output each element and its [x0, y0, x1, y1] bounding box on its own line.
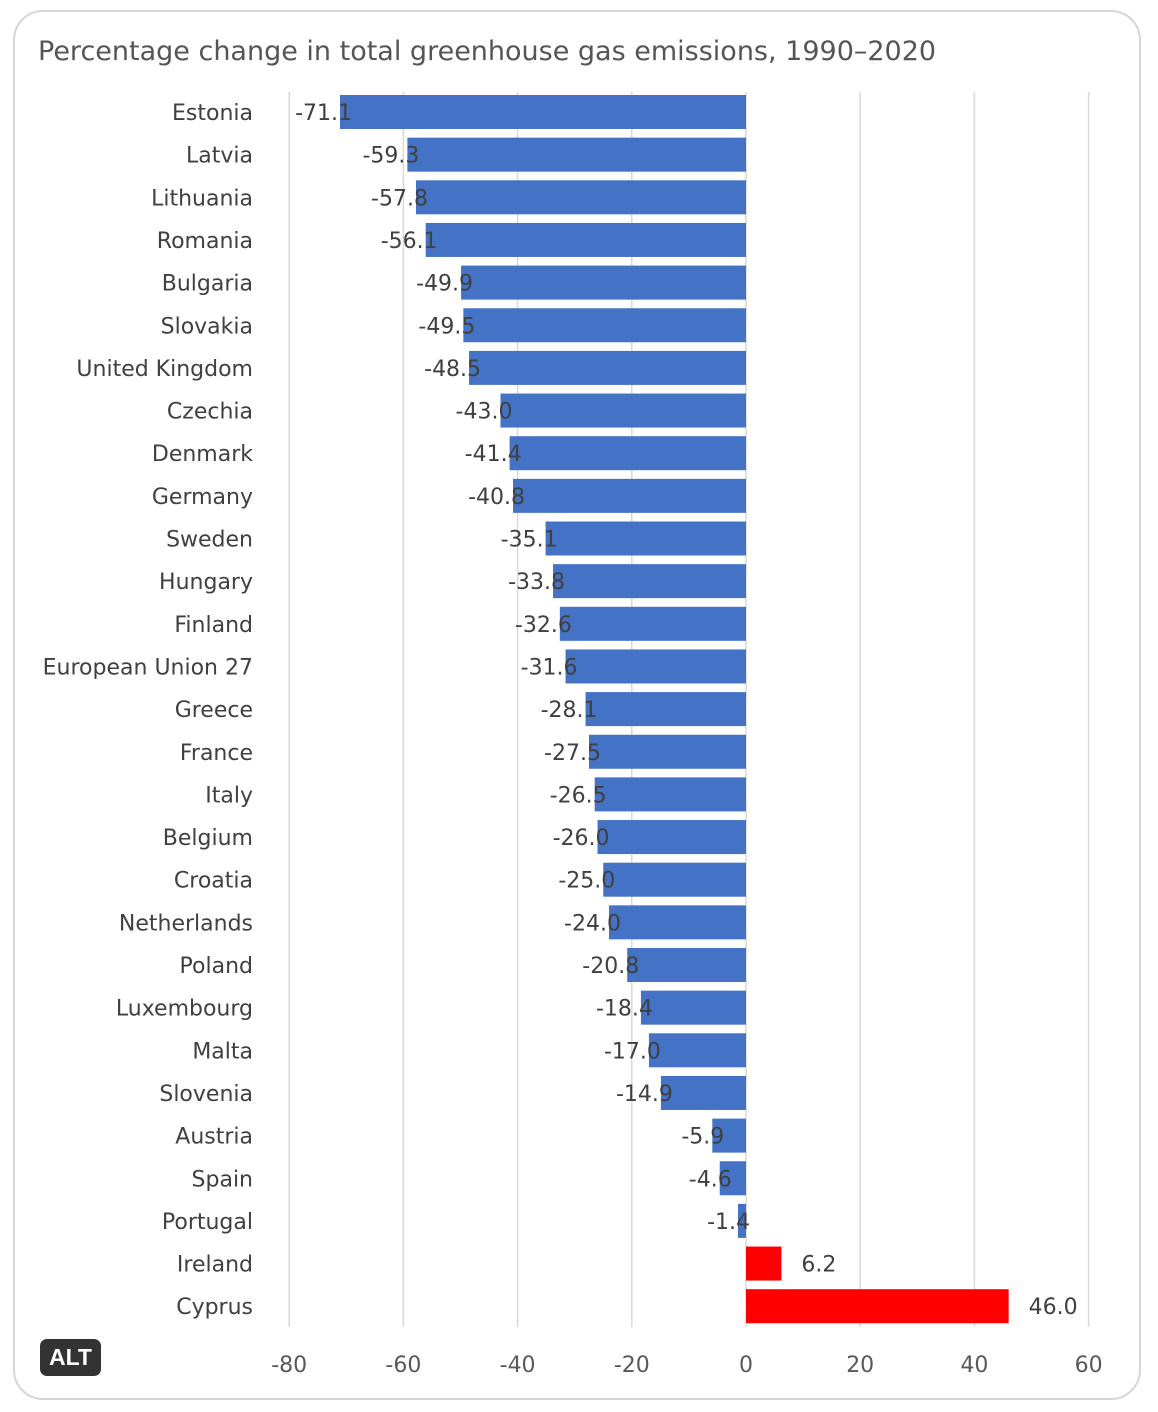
data-label: -56.1	[381, 229, 438, 254]
data-label: -4.6	[689, 1167, 732, 1192]
data-label: -59.3	[362, 144, 419, 169]
bar	[660, 1075, 746, 1110]
data-label: -20.8	[582, 954, 639, 979]
data-label: -49.9	[416, 272, 473, 297]
data-label: -27.5	[544, 741, 601, 766]
alt-text-badge[interactable]: ALT	[40, 1339, 101, 1376]
category-label: Slovenia	[159, 1082, 253, 1107]
category-label: Bulgaria	[162, 272, 253, 297]
data-label: -5.9	[681, 1125, 724, 1150]
data-label: -41.4	[465, 442, 522, 467]
x-tick-label: 40	[960, 1353, 988, 1378]
bar	[461, 265, 746, 300]
data-label: -1.4	[707, 1210, 750, 1235]
category-label: European Union 27	[43, 655, 253, 680]
category-label: United Kingdom	[76, 357, 253, 382]
data-label: -18.4	[596, 997, 653, 1022]
x-tick-label: -40	[500, 1353, 536, 1378]
bar	[719, 1161, 746, 1196]
category-label: Germany	[152, 485, 253, 510]
bar	[463, 308, 746, 343]
data-label: -48.5	[424, 357, 481, 382]
category-label: Slovakia	[161, 314, 253, 339]
category-label: Greece	[175, 698, 253, 723]
bar	[415, 180, 746, 215]
chart-title: Percentage change in total greenhouse ga…	[38, 36, 937, 67]
bar	[648, 1033, 746, 1068]
bar	[553, 564, 746, 599]
data-label: 46.0	[1029, 1295, 1078, 1320]
category-label: Netherlands	[119, 911, 253, 936]
category-label: Italy	[205, 783, 253, 808]
category-label: Estonia	[172, 101, 253, 126]
bar	[340, 95, 746, 129]
data-label: -17.0	[604, 1039, 661, 1064]
bar	[425, 222, 746, 257]
data-label: -49.5	[418, 314, 475, 339]
bar	[585, 692, 746, 727]
bar	[603, 862, 746, 897]
bar	[738, 1203, 746, 1238]
category-label: Czechia	[167, 400, 253, 425]
bar	[500, 393, 746, 428]
category-label: France	[180, 741, 253, 766]
data-label: -31.6	[521, 655, 578, 680]
x-tick-label: 60	[1075, 1353, 1103, 1378]
category-label: Finland	[174, 613, 253, 638]
bar	[513, 478, 746, 513]
bar	[407, 137, 746, 172]
data-label: -57.8	[371, 186, 428, 211]
bar	[746, 1246, 782, 1281]
bar	[608, 905, 746, 940]
bar	[588, 734, 746, 769]
category-label: Romania	[157, 229, 253, 254]
x-tick-label: -20	[614, 1353, 650, 1378]
category-label: Austria	[175, 1125, 253, 1150]
data-label: -26.0	[553, 826, 610, 851]
category-label: Luxembourg	[116, 997, 253, 1022]
bar	[627, 948, 746, 982]
category-label: Latvia	[186, 144, 253, 169]
bar	[559, 606, 746, 641]
category-label: Poland	[180, 954, 253, 979]
data-label: -25.0	[558, 869, 615, 894]
x-tick-label: 20	[846, 1353, 874, 1378]
bar	[565, 649, 746, 684]
x-tick-label: -80	[271, 1353, 307, 1378]
category-label: Belgium	[163, 826, 253, 851]
bar	[545, 521, 746, 556]
bar	[509, 436, 746, 471]
bar	[469, 350, 746, 385]
bar	[597, 820, 746, 855]
data-label: -40.8	[468, 485, 525, 510]
category-label: Hungary	[159, 570, 253, 595]
data-label: -28.1	[541, 698, 598, 723]
category-label: Lithuania	[151, 186, 253, 211]
data-label: 6.2	[801, 1253, 836, 1278]
category-label: Sweden	[166, 528, 253, 553]
category-label: Cyprus	[176, 1295, 253, 1320]
category-label: Croatia	[174, 869, 253, 894]
x-tick-label: -60	[385, 1353, 421, 1378]
category-label: Portugal	[162, 1210, 253, 1235]
bar	[712, 1118, 746, 1153]
category-label: Spain	[192, 1167, 253, 1192]
data-label: -71.1	[295, 101, 352, 126]
x-tick-label: 0	[739, 1353, 753, 1378]
data-label: -24.0	[564, 911, 621, 936]
category-label: Denmark	[152, 442, 253, 467]
data-label: -33.8	[508, 570, 565, 595]
category-label: Ireland	[177, 1253, 253, 1278]
data-label: -14.9	[616, 1082, 673, 1107]
bar	[746, 1289, 1009, 1324]
category-label: Malta	[192, 1039, 253, 1064]
bar	[640, 990, 746, 1025]
data-label: -43.0	[456, 400, 513, 425]
bar	[594, 777, 746, 812]
data-label: -35.1	[501, 528, 558, 553]
data-label: -26.5	[550, 783, 607, 808]
data-label: -32.6	[515, 613, 572, 638]
